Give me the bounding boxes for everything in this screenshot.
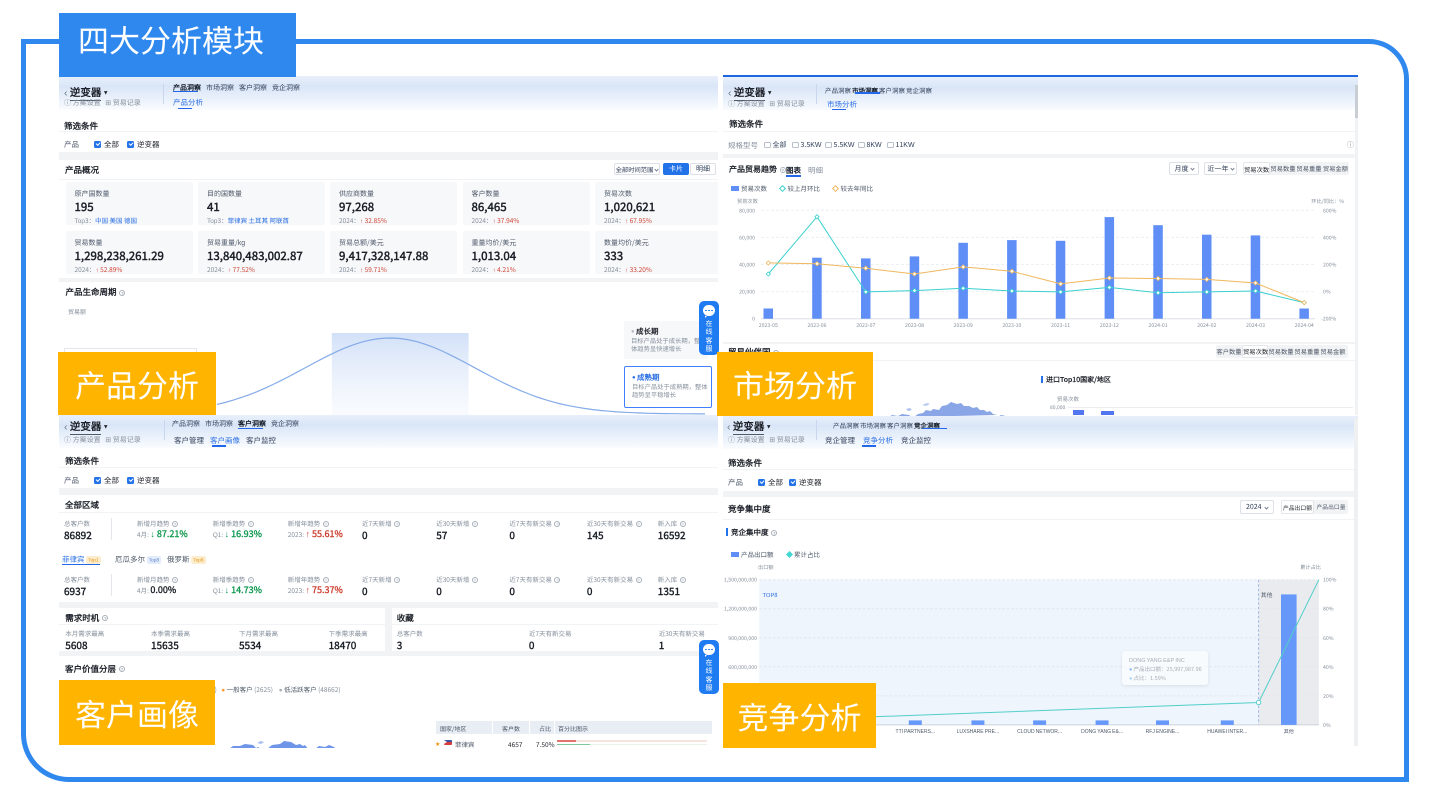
svg-text:LUXSHARE PRE...: LUXSHARE PRE... bbox=[957, 728, 1000, 735]
svg-text:20%: 20% bbox=[1323, 693, 1334, 700]
svg-text:累计占比: 累计占比 bbox=[1300, 563, 1321, 571]
svg-text:贸易次数: 贸易次数 bbox=[737, 198, 759, 205]
svg-text:20,000: 20,000 bbox=[739, 289, 755, 296]
svg-text:600%: 600% bbox=[1323, 207, 1337, 214]
svg-text:40%: 40% bbox=[1323, 664, 1334, 671]
svg-text:1,500,000,000: 1,500,000,000 bbox=[724, 577, 757, 584]
svg-text:900,000,000: 900,000,000 bbox=[728, 635, 757, 642]
svg-text:2024-02: 2024-02 bbox=[1197, 322, 1216, 329]
svg-text:400%: 400% bbox=[1323, 234, 1337, 241]
svg-text:2024-04: 2024-04 bbox=[1295, 322, 1314, 329]
svg-text:2023-10: 2023-10 bbox=[1002, 322, 1021, 329]
svg-text:2023-06: 2023-06 bbox=[807, 322, 826, 329]
svg-text:0%: 0% bbox=[1323, 722, 1331, 729]
svg-text:其他: 其他 bbox=[1284, 728, 1294, 735]
svg-text:TOP8: TOP8 bbox=[763, 590, 778, 599]
svg-text:DONG YANG E&...: DONG YANG E&... bbox=[1081, 728, 1123, 735]
svg-text:RFJ ENGINE...: RFJ ENGINE... bbox=[1146, 728, 1180, 735]
svg-text:2023-05: 2023-05 bbox=[759, 322, 778, 329]
svg-text:600,000,000: 600,000,000 bbox=[728, 664, 757, 671]
svg-text:其他: 其他 bbox=[1261, 590, 1273, 599]
svg-text:60%: 60% bbox=[1323, 635, 1334, 642]
svg-text:CLOUD NETWOR...: CLOUD NETWOR... bbox=[1017, 728, 1063, 735]
svg-text:0%: 0% bbox=[1323, 289, 1331, 296]
svg-text:2024-01: 2024-01 bbox=[1149, 322, 1168, 329]
svg-text:2023-08: 2023-08 bbox=[905, 322, 924, 329]
svg-text:40,000: 40,000 bbox=[739, 262, 755, 269]
svg-text:2023-12: 2023-12 bbox=[1100, 322, 1119, 329]
svg-text:-200%: -200% bbox=[1321, 316, 1336, 323]
svg-text:0: 0 bbox=[752, 316, 755, 323]
svg-text:100%: 100% bbox=[1323, 577, 1337, 584]
svg-text:80%: 80% bbox=[1323, 606, 1334, 613]
svg-text:2023-11: 2023-11 bbox=[1051, 322, 1070, 329]
svg-text:出口额: 出口额 bbox=[758, 564, 774, 571]
svg-text:2023-07: 2023-07 bbox=[856, 322, 875, 329]
svg-text:HUAWEI INTER...: HUAWEI INTER... bbox=[1207, 728, 1248, 735]
svg-text:2023-09: 2023-09 bbox=[954, 322, 973, 329]
svg-text:环比/同比：%: 环比/同比：% bbox=[1311, 198, 1344, 205]
svg-text:200%: 200% bbox=[1323, 262, 1337, 269]
svg-text:60,000: 60,000 bbox=[739, 234, 755, 241]
svg-text:80,000: 80,000 bbox=[739, 207, 755, 214]
svg-text:2024-03: 2024-03 bbox=[1246, 322, 1265, 329]
svg-text:TTI PARTNERS...: TTI PARTNERS... bbox=[896, 728, 936, 735]
svg-text:1,200,000,000: 1,200,000,000 bbox=[724, 606, 757, 613]
